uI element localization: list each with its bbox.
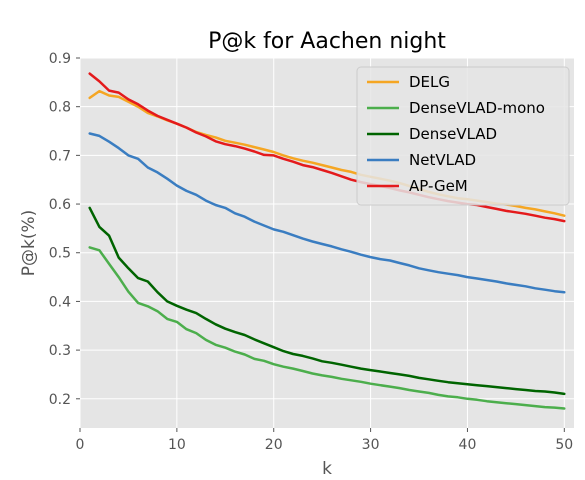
legend-label: NetVLAD [409, 151, 476, 169]
x-tick-label: 10 [168, 437, 186, 453]
y-tick-label: 0.2 [49, 392, 71, 408]
legend-label: AP-GeM [409, 177, 468, 195]
series-line-ap-gem [88, 72, 566, 223]
series-line-densevlad-mono [88, 246, 566, 410]
y-tick-label: 0.8 [49, 100, 71, 116]
x-tick-label: 0 [76, 437, 85, 453]
series-layer [88, 72, 566, 410]
y-tick-label: 0.7 [49, 148, 71, 164]
legend-label: DenseVLAD [409, 125, 497, 143]
x-tick-label: 40 [459, 437, 477, 453]
legend-box [356, 66, 570, 206]
series-line-densevlad [88, 206, 566, 396]
legend-label: DELG [409, 73, 450, 91]
y-tick-label: 0.6 [49, 197, 71, 213]
y-tick-label: 0.9 [49, 51, 71, 67]
legend-label: DenseVLAD-mono [409, 99, 545, 117]
y-tick-label: 0.4 [49, 294, 71, 310]
y-axis-label: P@k(%) [19, 210, 39, 277]
x-axis-label: k [322, 459, 332, 479]
y-tick-label: 0.5 [49, 246, 71, 262]
axis-ticks: 0 10 20 30 40 50 0.2 0.3 0.4 0.5 0.6 0.7 0.8 0.9 [49, 51, 573, 453]
y-tick-label: 0.3 [49, 343, 71, 359]
x-tick-label: 30 [362, 437, 380, 453]
x-tick-label: 50 [555, 437, 573, 453]
legend: DELG DenseVLAD-mono DenseVLAD NetVLAD AP-GeM [356, 66, 570, 206]
chart-title: P@k for Aachen night [208, 29, 446, 54]
x-tick-label: 20 [265, 437, 283, 453]
series-line-netvlad [88, 132, 566, 294]
